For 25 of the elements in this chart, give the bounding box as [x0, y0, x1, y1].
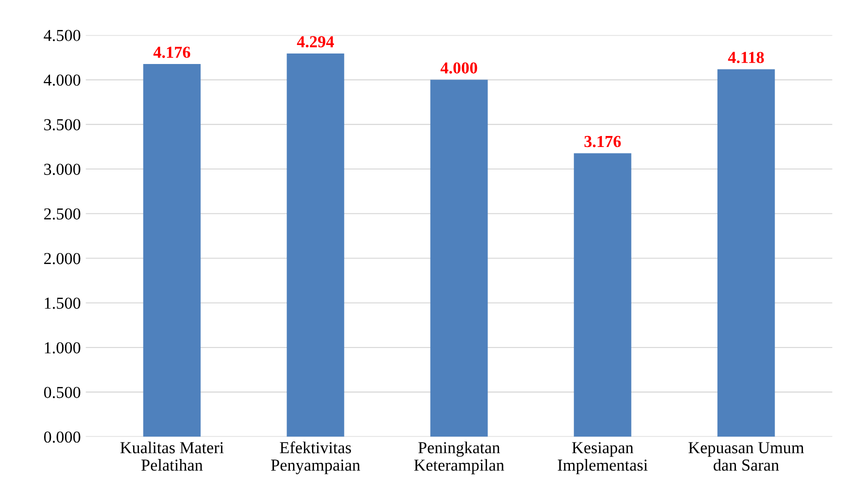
y-tick-label: 4.500 — [44, 30, 80, 42]
x-tick-label: Kepuasan Umum dan Saran — [688, 442, 804, 471]
x-tick-label: Kualitas Materi Pelatihan — [120, 442, 224, 471]
data-label: 3.176 — [584, 136, 621, 148]
y-tick-label: 1.500 — [44, 298, 80, 309]
y-tick-label: 3.500 — [44, 119, 80, 130]
bar — [143, 64, 201, 437]
y-tick-label: 2.500 — [44, 208, 80, 220]
bar — [430, 80, 488, 437]
y-tick-label: 1.000 — [44, 342, 80, 354]
bar — [574, 153, 632, 437]
y-tick-label: 0.500 — [44, 386, 80, 398]
data-label: 4.294 — [296, 36, 334, 48]
data-label: 4.118 — [728, 52, 764, 64]
y-tick-label: 2.000 — [44, 252, 80, 264]
x-tick-label: Efektivitas Penyampaian — [271, 441, 360, 474]
bar — [286, 54, 344, 437]
bar — [717, 69, 775, 437]
data-label: 4.176 — [153, 46, 190, 58]
y-tick-label: 3.000 — [44, 164, 80, 176]
y-tick-label: 0.000 — [44, 431, 80, 443]
x-tick-label: Peningkatan Keterampilan — [414, 442, 504, 474]
y-tick-label: 4.000 — [44, 74, 80, 86]
x-tick-label: Kesiapan Implementasi — [558, 442, 648, 474]
data-label: 4.000 — [440, 62, 478, 74]
